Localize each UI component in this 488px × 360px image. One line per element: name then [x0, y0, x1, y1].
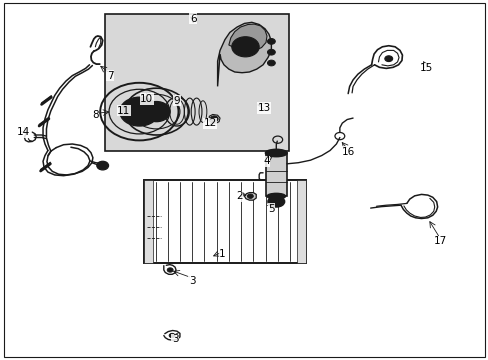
Text: 16: 16 — [341, 147, 354, 157]
Bar — [265, 153, 286, 196]
Text: 6: 6 — [189, 14, 196, 24]
Circle shape — [267, 49, 275, 55]
Text: 13: 13 — [257, 103, 270, 113]
Circle shape — [97, 161, 108, 170]
Circle shape — [247, 194, 253, 198]
Circle shape — [267, 39, 275, 44]
Text: 3: 3 — [171, 334, 178, 344]
Bar — [144, 180, 305, 263]
Polygon shape — [217, 22, 271, 86]
Polygon shape — [105, 14, 288, 151]
Circle shape — [142, 102, 170, 122]
Circle shape — [231, 37, 259, 57]
Circle shape — [127, 103, 151, 121]
Text: 10: 10 — [140, 94, 153, 104]
Ellipse shape — [266, 193, 285, 199]
Text: 14: 14 — [17, 127, 30, 138]
Text: 8: 8 — [92, 110, 99, 120]
Text: 3: 3 — [188, 276, 195, 286]
Text: 11: 11 — [117, 105, 130, 116]
Text: 15: 15 — [419, 63, 432, 73]
Text: 17: 17 — [432, 236, 446, 246]
Text: 4: 4 — [263, 156, 269, 166]
Bar — [296, 180, 305, 263]
Text: 5: 5 — [267, 204, 274, 214]
Text: 7: 7 — [106, 71, 113, 81]
Circle shape — [238, 41, 252, 52]
Circle shape — [120, 97, 159, 126]
Text: 9: 9 — [173, 96, 180, 106]
Text: 12: 12 — [203, 118, 217, 128]
Circle shape — [167, 268, 173, 272]
Text: 2: 2 — [236, 191, 243, 201]
Bar — [144, 180, 153, 263]
Text: 1: 1 — [219, 249, 225, 259]
Circle shape — [384, 56, 392, 62]
Circle shape — [169, 333, 175, 338]
Ellipse shape — [267, 196, 284, 207]
Circle shape — [210, 116, 218, 122]
Ellipse shape — [265, 149, 286, 157]
Polygon shape — [209, 114, 220, 123]
Polygon shape — [244, 193, 256, 200]
Circle shape — [267, 60, 275, 66]
Polygon shape — [228, 24, 266, 51]
